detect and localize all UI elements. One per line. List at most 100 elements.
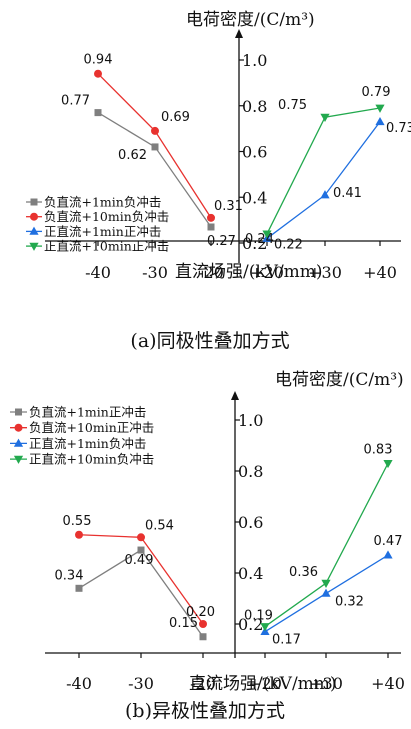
data-point bbox=[207, 223, 215, 231]
data-label: 0.19 bbox=[244, 609, 273, 624]
data-point bbox=[207, 213, 215, 222]
data-label: 0.49 bbox=[125, 553, 154, 568]
data-label: 0.22 bbox=[274, 237, 303, 252]
x-axis-title: 直流场强/(kV/mm) bbox=[189, 674, 337, 694]
legend-marker bbox=[30, 212, 38, 221]
legend-marker bbox=[13, 438, 24, 447]
legend-label: 负直流+1min正冲击 bbox=[29, 405, 146, 420]
data-label: 0.41 bbox=[333, 186, 362, 201]
y-tick-label: 1.0 bbox=[238, 411, 263, 430]
data-point bbox=[320, 113, 330, 122]
data-label: 0.69 bbox=[161, 110, 190, 125]
x-axis-title: 直流场强/(kV/mm) bbox=[175, 262, 323, 282]
data-point bbox=[375, 104, 385, 113]
legend-label: 负直流+10min正冲击 bbox=[29, 420, 154, 435]
data-label: 0.77 bbox=[61, 94, 90, 109]
data-label: 0.24 bbox=[245, 232, 274, 247]
y-tick-label: 0.8 bbox=[238, 462, 263, 481]
x-tick-label: +30 bbox=[308, 263, 342, 282]
data-point bbox=[75, 530, 83, 539]
legend-marker bbox=[13, 455, 24, 464]
data-label: 0.62 bbox=[118, 148, 147, 163]
series-line bbox=[266, 121, 381, 239]
legend-label: 负直流+10min负冲击 bbox=[44, 209, 169, 224]
data-point bbox=[75, 584, 83, 592]
x-tick-label: +40 bbox=[363, 263, 397, 282]
data-point bbox=[320, 190, 330, 199]
x-tick-label: -20 bbox=[190, 674, 216, 693]
y-tick-label: 0.6 bbox=[242, 143, 267, 162]
series-line bbox=[266, 107, 381, 235]
y-tick-label: 0.6 bbox=[238, 513, 263, 532]
figure-caption: (b)异极性叠加方式 bbox=[125, 700, 285, 722]
series-3: 0.19 0.36 0.83 bbox=[244, 442, 393, 632]
data-point bbox=[321, 579, 331, 588]
data-label: 0.31 bbox=[214, 199, 243, 214]
series-3: 0.24 0.75 0.79 bbox=[245, 85, 390, 247]
series-0: 0.34 0.49 0.15 bbox=[55, 546, 207, 641]
data-label: 0.79 bbox=[362, 85, 391, 100]
data-point bbox=[260, 623, 270, 632]
data-label: 0.54 bbox=[145, 518, 174, 533]
data-point bbox=[262, 230, 272, 239]
y-axis-arrow bbox=[235, 29, 243, 38]
legend-marker bbox=[14, 423, 23, 432]
data-point bbox=[375, 116, 385, 126]
x-tick-label: +20 bbox=[248, 674, 282, 693]
series-2: 0.22 0.41 0.73 bbox=[262, 116, 411, 252]
data-label: 0.34 bbox=[55, 568, 84, 583]
x-tick-label: -30 bbox=[128, 674, 154, 693]
series-2: 0.17 0.32 0.47 bbox=[260, 534, 402, 648]
data-label: 0.83 bbox=[364, 442, 393, 457]
data-point bbox=[151, 143, 159, 151]
legend-marker bbox=[29, 242, 39, 251]
data-label: 0.15 bbox=[169, 616, 198, 631]
legend-label: 正直流+1min正冲击 bbox=[44, 224, 161, 239]
data-label: 0.47 bbox=[374, 534, 403, 549]
legend-label: 正直流+10min正冲击 bbox=[44, 239, 169, 254]
legend-marker bbox=[29, 226, 39, 235]
data-point bbox=[199, 633, 207, 641]
data-point bbox=[383, 459, 393, 469]
data-point bbox=[137, 546, 145, 554]
chart-panel-a: 0.2 0.4 0.6 0.8 1.0 -40 -30 -20 +20 +30 +40 0.77 0.6… bbox=[26, 10, 411, 352]
x-tick-label: -40 bbox=[66, 674, 92, 693]
legend-label: 负直流+1min负冲击 bbox=[44, 195, 161, 210]
figure-caption: (a)同极性叠加方式 bbox=[130, 330, 289, 352]
y-tick-label: 0.2 bbox=[242, 234, 267, 253]
y-tick-label: 0.2 bbox=[238, 615, 263, 634]
legend-label: 正直流+10min负冲击 bbox=[29, 452, 154, 467]
data-point bbox=[94, 109, 102, 117]
data-point bbox=[383, 550, 393, 559]
data-point bbox=[151, 126, 159, 135]
data-point bbox=[199, 620, 207, 628]
y-axis-arrow bbox=[231, 391, 239, 400]
series-0: 0.77 0.62 0.27 bbox=[61, 94, 236, 249]
data-label: 0.20 bbox=[186, 605, 215, 620]
x-tick-label: +30 bbox=[309, 674, 343, 693]
x-tick-label: +20 bbox=[250, 263, 284, 282]
y-tick-label: 0.8 bbox=[242, 97, 267, 116]
chart-panel-b: 0.2 0.4 0.6 0.8 1.0 -40 -30 -20 +20 +30 +40 0.34 0.4… bbox=[10, 370, 405, 722]
y-axis-title: 电荷密度/(C/m³) bbox=[275, 370, 404, 390]
data-label: 0.55 bbox=[63, 514, 92, 529]
data-label: 0.36 bbox=[289, 565, 318, 580]
y-tick-label: 0.4 bbox=[238, 564, 263, 583]
y-tick-label: 1.0 bbox=[242, 51, 267, 70]
y-tick-label: 0.4 bbox=[242, 188, 267, 207]
data-label: 0.27 bbox=[207, 234, 236, 249]
data-point bbox=[94, 69, 102, 78]
legend: 负直流+1min正冲击负直流+10min正冲击正直流+1min负冲击正直流+10… bbox=[10, 405, 154, 467]
x-tick-label: -20 bbox=[198, 263, 224, 282]
data-label: 0.73 bbox=[386, 121, 411, 136]
legend-marker bbox=[15, 408, 22, 416]
data-label: 0.75 bbox=[278, 98, 307, 113]
x-tick-label: -40 bbox=[85, 263, 111, 282]
data-label: 0.32 bbox=[335, 594, 364, 609]
data-point bbox=[321, 588, 331, 597]
data-label: 0.17 bbox=[272, 633, 301, 648]
x-tick-label: +40 bbox=[371, 674, 405, 693]
series-1: 0.55 0.54 0.20 bbox=[63, 514, 215, 628]
data-point bbox=[137, 533, 145, 542]
